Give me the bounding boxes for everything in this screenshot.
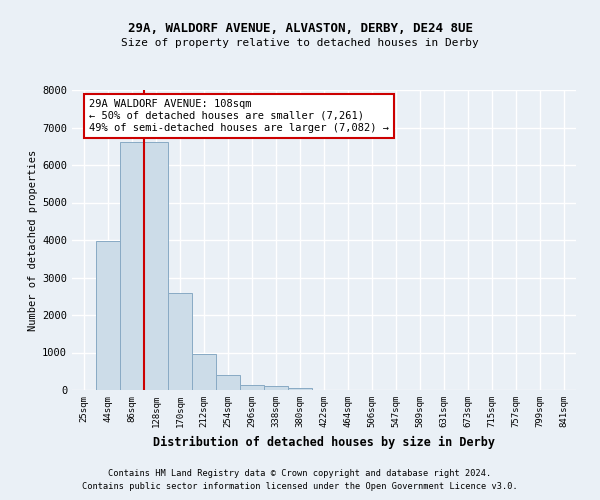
Text: Size of property relative to detached houses in Derby: Size of property relative to detached ho… <box>121 38 479 48</box>
Text: Contains HM Land Registry data © Crown copyright and database right 2024.: Contains HM Land Registry data © Crown c… <box>109 468 491 477</box>
Y-axis label: Number of detached properties: Number of detached properties <box>28 150 38 330</box>
Bar <box>168 293 192 390</box>
Bar <box>264 386 288 390</box>
Bar <box>240 384 264 390</box>
Bar <box>192 354 216 390</box>
X-axis label: Distribution of detached houses by size in Derby: Distribution of detached houses by size … <box>153 436 495 448</box>
Bar <box>216 376 240 390</box>
Bar <box>120 142 144 390</box>
Bar <box>96 241 120 390</box>
Text: 29A, WALDORF AVENUE, ALVASTON, DERBY, DE24 8UE: 29A, WALDORF AVENUE, ALVASTON, DERBY, DE… <box>128 22 473 36</box>
Text: Contains public sector information licensed under the Open Government Licence v3: Contains public sector information licen… <box>82 482 518 491</box>
Bar <box>144 142 168 390</box>
Bar <box>288 388 312 390</box>
Text: 29A WALDORF AVENUE: 108sqm
← 50% of detached houses are smaller (7,261)
49% of s: 29A WALDORF AVENUE: 108sqm ← 50% of deta… <box>89 100 389 132</box>
